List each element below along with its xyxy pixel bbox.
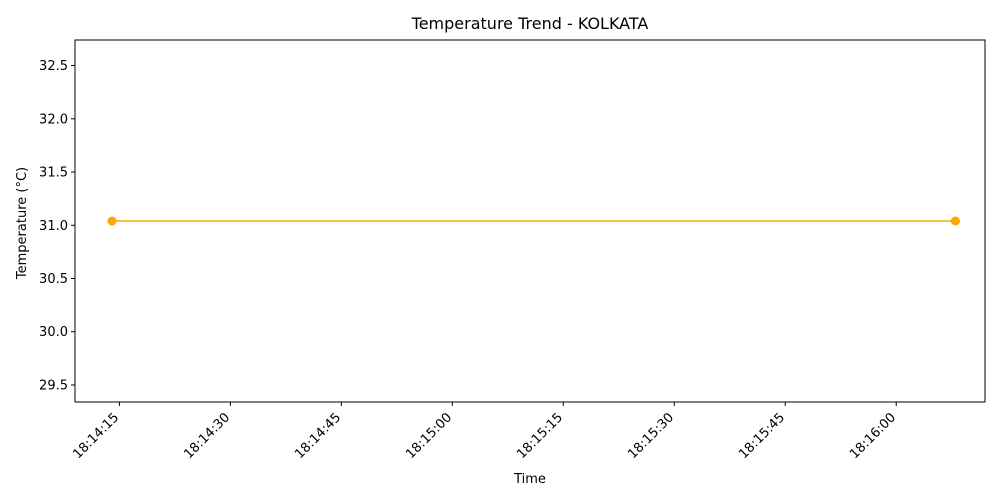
y-tick-label: 30.5 (39, 272, 68, 287)
y-tick-label: 30.0 (39, 325, 68, 340)
y-tick-label: 31.0 (39, 219, 68, 234)
y-tick-label: 31.5 (39, 166, 68, 181)
y-tick-label: 32.5 (39, 59, 68, 74)
plot-frame (74, 39, 986, 403)
y-tick-label: 29.5 (39, 378, 68, 393)
x-axis-title: Time (513, 472, 546, 487)
data-point (107, 216, 117, 226)
y-axis-title: Temperature (°C) (15, 167, 30, 280)
y-tick-label: 32.0 (39, 112, 68, 127)
data-point (950, 216, 960, 226)
chart-title: Temperature Trend - KOLKATA (411, 14, 649, 33)
